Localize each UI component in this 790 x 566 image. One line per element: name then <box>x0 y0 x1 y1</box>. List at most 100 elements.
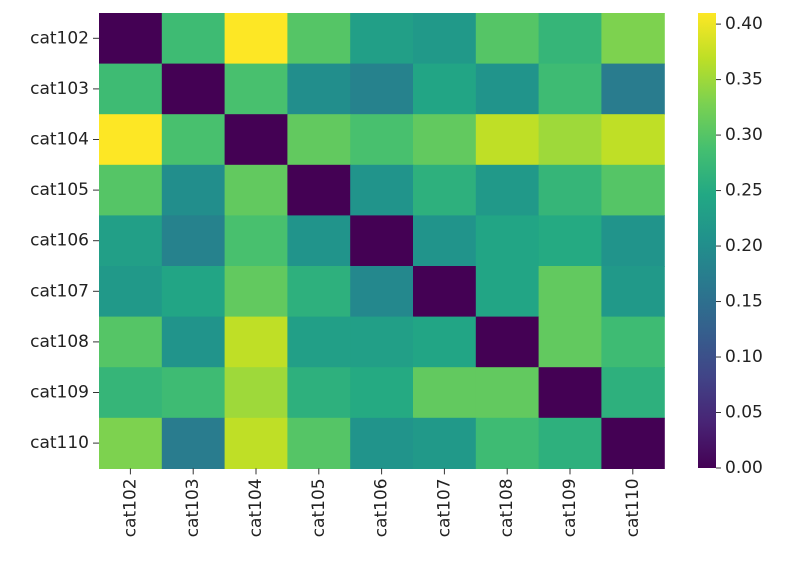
heatmap-cell-cat109-cat104 <box>224 367 288 419</box>
colorbar-tick-label: 0.30 <box>725 125 763 145</box>
heatmap-cell-cat104-cat106 <box>350 114 414 166</box>
heatmap-cell-cat107-cat110 <box>601 266 665 318</box>
heatmap-cell-cat102-cat109 <box>538 13 602 65</box>
heatmap-cell-cat104-cat105 <box>287 114 351 166</box>
heatmap-cell-cat109-cat102 <box>99 367 163 419</box>
heatmap-cell-cat107-cat109 <box>538 266 602 318</box>
heatmap-cell-cat102-cat107 <box>413 13 477 65</box>
heatmap-cell-cat105-cat102 <box>99 164 163 216</box>
heatmap-cell-cat102-cat104 <box>224 13 288 65</box>
y-tick-label: cat102 <box>30 28 89 48</box>
heatmap-cell-cat105-cat104 <box>224 164 288 216</box>
heatmap-cell-cat106-cat107 <box>413 215 477 267</box>
heatmap-cell-cat103-cat102 <box>99 63 163 115</box>
heatmap-cell-cat109-cat107 <box>413 367 477 419</box>
y-tick-label: cat108 <box>30 332 89 352</box>
heatmap-cell-cat110-cat106 <box>350 417 414 469</box>
heatmap-cell-cat110-cat103 <box>161 417 226 469</box>
heatmap-cell-cat104-cat107 <box>413 114 477 166</box>
heatmap-cell-cat103-cat103 <box>161 63 226 115</box>
x-tick-label: cat106 <box>372 478 392 537</box>
colorbar-tick-label: 0.15 <box>725 292 763 312</box>
heatmap-cell-cat110-cat104 <box>224 417 288 469</box>
heatmap-cell-cat109-cat103 <box>161 367 226 419</box>
heatmap-cell-cat102-cat105 <box>287 13 351 65</box>
heatmap-cell-cat103-cat107 <box>413 63 477 115</box>
heatmap-cell-cat105-cat110 <box>601 164 665 216</box>
heatmap-cell-cat106-cat109 <box>538 215 602 267</box>
heatmap-cell-cat104-cat109 <box>538 114 602 166</box>
heatmap-cell-cat103-cat106 <box>350 63 414 115</box>
heatmap-cell-cat103-cat110 <box>601 63 665 115</box>
heatmap-cell-cat102-cat110 <box>601 13 665 65</box>
x-tick-label: cat108 <box>497 478 517 537</box>
heatmap-cell-cat108-cat110 <box>601 316 665 368</box>
heatmap-cell-cat109-cat109 <box>538 367 602 419</box>
heatmap-cell-cat108-cat102 <box>99 316 163 368</box>
heatmap-cells <box>99 13 665 469</box>
colorbar-gradient <box>698 13 716 468</box>
heatmap-cell-cat103-cat108 <box>475 63 540 115</box>
colorbar-tick-label: 0.00 <box>725 458 763 478</box>
heatmap-cell-cat105-cat108 <box>475 164 540 216</box>
heatmap-cell-cat110-cat108 <box>475 417 540 469</box>
heatmap-cell-cat108-cat103 <box>161 316 226 368</box>
heatmap-cell-cat109-cat105 <box>287 367 351 419</box>
x-tick-label: cat110 <box>623 478 643 537</box>
heatmap-cell-cat107-cat108 <box>475 266 540 318</box>
colorbar-tick-label: 0.35 <box>725 70 763 90</box>
x-tick-label: cat109 <box>560 478 580 537</box>
heatmap-cell-cat103-cat105 <box>287 63 351 115</box>
heatmap-cell-cat109-cat106 <box>350 367 414 419</box>
heatmap-cell-cat107-cat104 <box>224 266 288 318</box>
heatmap-cell-cat102-cat106 <box>350 13 414 65</box>
heatmap-cell-cat108-cat107 <box>413 316 477 368</box>
heatmap-cell-cat107-cat107 <box>413 266 477 318</box>
heatmap-cell-cat105-cat105 <box>287 164 351 216</box>
x-tick-label: cat107 <box>434 478 454 537</box>
heatmap-cell-cat109-cat110 <box>601 367 665 419</box>
y-tick-label: cat104 <box>30 130 89 150</box>
heatmap-cell-cat102-cat108 <box>475 13 540 65</box>
colorbar-tick-label: 0.40 <box>725 14 763 34</box>
colorbar-tick-label: 0.25 <box>725 181 763 201</box>
heatmap-cell-cat107-cat105 <box>287 266 351 318</box>
heatmap-cell-cat105-cat103 <box>161 164 226 216</box>
heatmap-cell-cat106-cat104 <box>224 215 288 267</box>
colorbar-tick-label: 0.05 <box>725 403 763 423</box>
colorbar: 0.00 0.05 0.10 0.15 0.20 0.25 0.30 0.35 0.40 <box>698 13 763 478</box>
heatmap-cell-cat110-cat107 <box>413 417 477 469</box>
heatmap-cell-cat104-cat104 <box>224 114 288 166</box>
heatmap-cell-cat110-cat105 <box>287 417 351 469</box>
x-tick-label: cat105 <box>309 478 329 537</box>
x-tick-label: cat103 <box>183 478 203 537</box>
heatmap-cell-cat104-cat103 <box>161 114 226 166</box>
heatmap-cell-cat105-cat106 <box>350 164 414 216</box>
heatmap-cell-cat108-cat106 <box>350 316 414 368</box>
heatmap-cell-cat106-cat103 <box>161 215 226 267</box>
x-axis: cat102 cat103 cat104 cat105 cat106 cat107 cat1… <box>120 468 643 537</box>
y-tick-label: cat103 <box>30 79 89 99</box>
heatmap-cell-cat105-cat107 <box>413 164 477 216</box>
y-tick-label: cat106 <box>30 231 89 251</box>
x-tick-label: cat102 <box>120 478 140 537</box>
heatmap-cell-cat107-cat103 <box>161 266 226 318</box>
heatmap-cell-cat110-cat110 <box>601 417 665 469</box>
heatmap-cell-cat106-cat108 <box>475 215 540 267</box>
heatmap-cell-cat106-cat106 <box>350 215 414 267</box>
y-tick-label: cat110 <box>30 433 89 453</box>
heatmap-cell-cat104-cat108 <box>475 114 540 166</box>
colorbar-tick-label: 0.10 <box>725 347 763 367</box>
heatmap-cell-cat104-cat102 <box>99 114 163 166</box>
heatmap-cell-cat110-cat109 <box>538 417 602 469</box>
heatmap-cell-cat108-cat104 <box>224 316 288 368</box>
heatmap-cell-cat108-cat109 <box>538 316 602 368</box>
heatmap-cell-cat104-cat110 <box>601 114 665 166</box>
heatmap-cell-cat107-cat106 <box>350 266 414 318</box>
y-tick-label: cat107 <box>30 281 89 301</box>
heatmap-cell-cat108-cat105 <box>287 316 351 368</box>
heatmap-cell-cat108-cat108 <box>475 316 540 368</box>
heatmap-cell-cat103-cat104 <box>224 63 288 115</box>
heatmap-cell-cat105-cat109 <box>538 164 602 216</box>
y-axis: cat102 cat103 cat104 cat105 cat106 cat107 cat1… <box>30 28 99 453</box>
